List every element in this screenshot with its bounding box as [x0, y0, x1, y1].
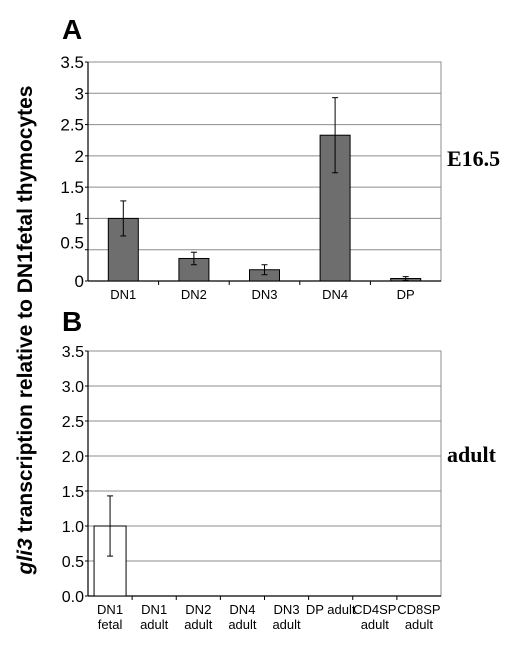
- panel-a-plot-frame: [87, 61, 442, 282]
- panel-a-y-tick-label: 1.5: [60, 178, 84, 197]
- panel-b-y-tick-label: 2.5: [62, 414, 84, 431]
- panel-a-y-tick-label: 0: [75, 272, 84, 291]
- panel-b-category-label-2: DN2: [185, 602, 211, 617]
- panel-b-chart: 3.53.02.52.01.51.00.50.0DN1fetalDN1adult…: [62, 344, 442, 632]
- panel-b-category-label-3: DN4: [229, 602, 255, 617]
- panel-b-category-label-0: DN1: [97, 602, 123, 617]
- panel-b-y-tick-label: 2.0: [62, 449, 84, 466]
- panel-b-y-tick-label: 0.5: [62, 554, 84, 571]
- panel-b-category-label-6: CD4SP: [353, 602, 396, 617]
- panel-b-category-label-1: DN1: [141, 602, 167, 617]
- panel-a-y-tick-label: 1: [75, 209, 84, 228]
- panel-a-chart: 3.5 3 2.5 2 1.5 1 0.5 0 DN1 DN2 DN3 DN4 DP: [60, 53, 442, 302]
- panel-b-y-tick-label: 1.0: [62, 519, 84, 536]
- panel-a-y-tick-label: 3.5: [60, 53, 84, 72]
- panel-b-category-label-4: DN3: [274, 602, 300, 617]
- panel-a-condition-label: E16.5: [447, 146, 501, 171]
- panel-b-category-label-6: adult: [361, 617, 390, 632]
- panel-b-letter: B: [62, 306, 83, 337]
- panel-a-letter: A: [62, 14, 83, 45]
- panel-b-y-tick-label: 0.0: [62, 589, 84, 606]
- panel-b-category-label-3: adult: [228, 617, 257, 632]
- panel-b-category-label-7: CD8SP: [397, 602, 440, 617]
- panel-b-category-label-7: adult: [405, 617, 434, 632]
- panel-b-y-tick-label: 3.5: [62, 344, 84, 361]
- panel-a-category-label-1: DN2: [181, 287, 207, 302]
- panel-a-category-label-4: DP: [397, 287, 415, 302]
- panel-a-y-tick-label: 0.5: [60, 234, 84, 253]
- panel-b-category-label-1: adult: [140, 617, 169, 632]
- panel-b-category-label-0: fetal: [98, 617, 123, 632]
- panel-b-plot-frame: [87, 350, 442, 597]
- panel-a-y-tick-label: 2: [75, 147, 84, 166]
- panel-b-y-tick-label: 3.0: [62, 379, 84, 396]
- panel-b-y-tick-label: 1.5: [62, 484, 84, 501]
- panel-a-category-label-0: DN1: [110, 287, 136, 302]
- panel-a-category-label-3: DN4: [322, 287, 348, 302]
- panel-b-category-label-2: adult: [184, 617, 213, 632]
- panel-a-y-tick-label: 2.5: [60, 116, 84, 135]
- panel-a-y-tick-label: 3: [75, 84, 84, 103]
- panel-b-category-label-4: adult: [272, 617, 301, 632]
- panel-b-condition-label: adult: [447, 442, 496, 467]
- panel-a-category-label-2: DN3: [251, 287, 277, 302]
- panel-b-category-label-5: DP adult: [306, 602, 356, 617]
